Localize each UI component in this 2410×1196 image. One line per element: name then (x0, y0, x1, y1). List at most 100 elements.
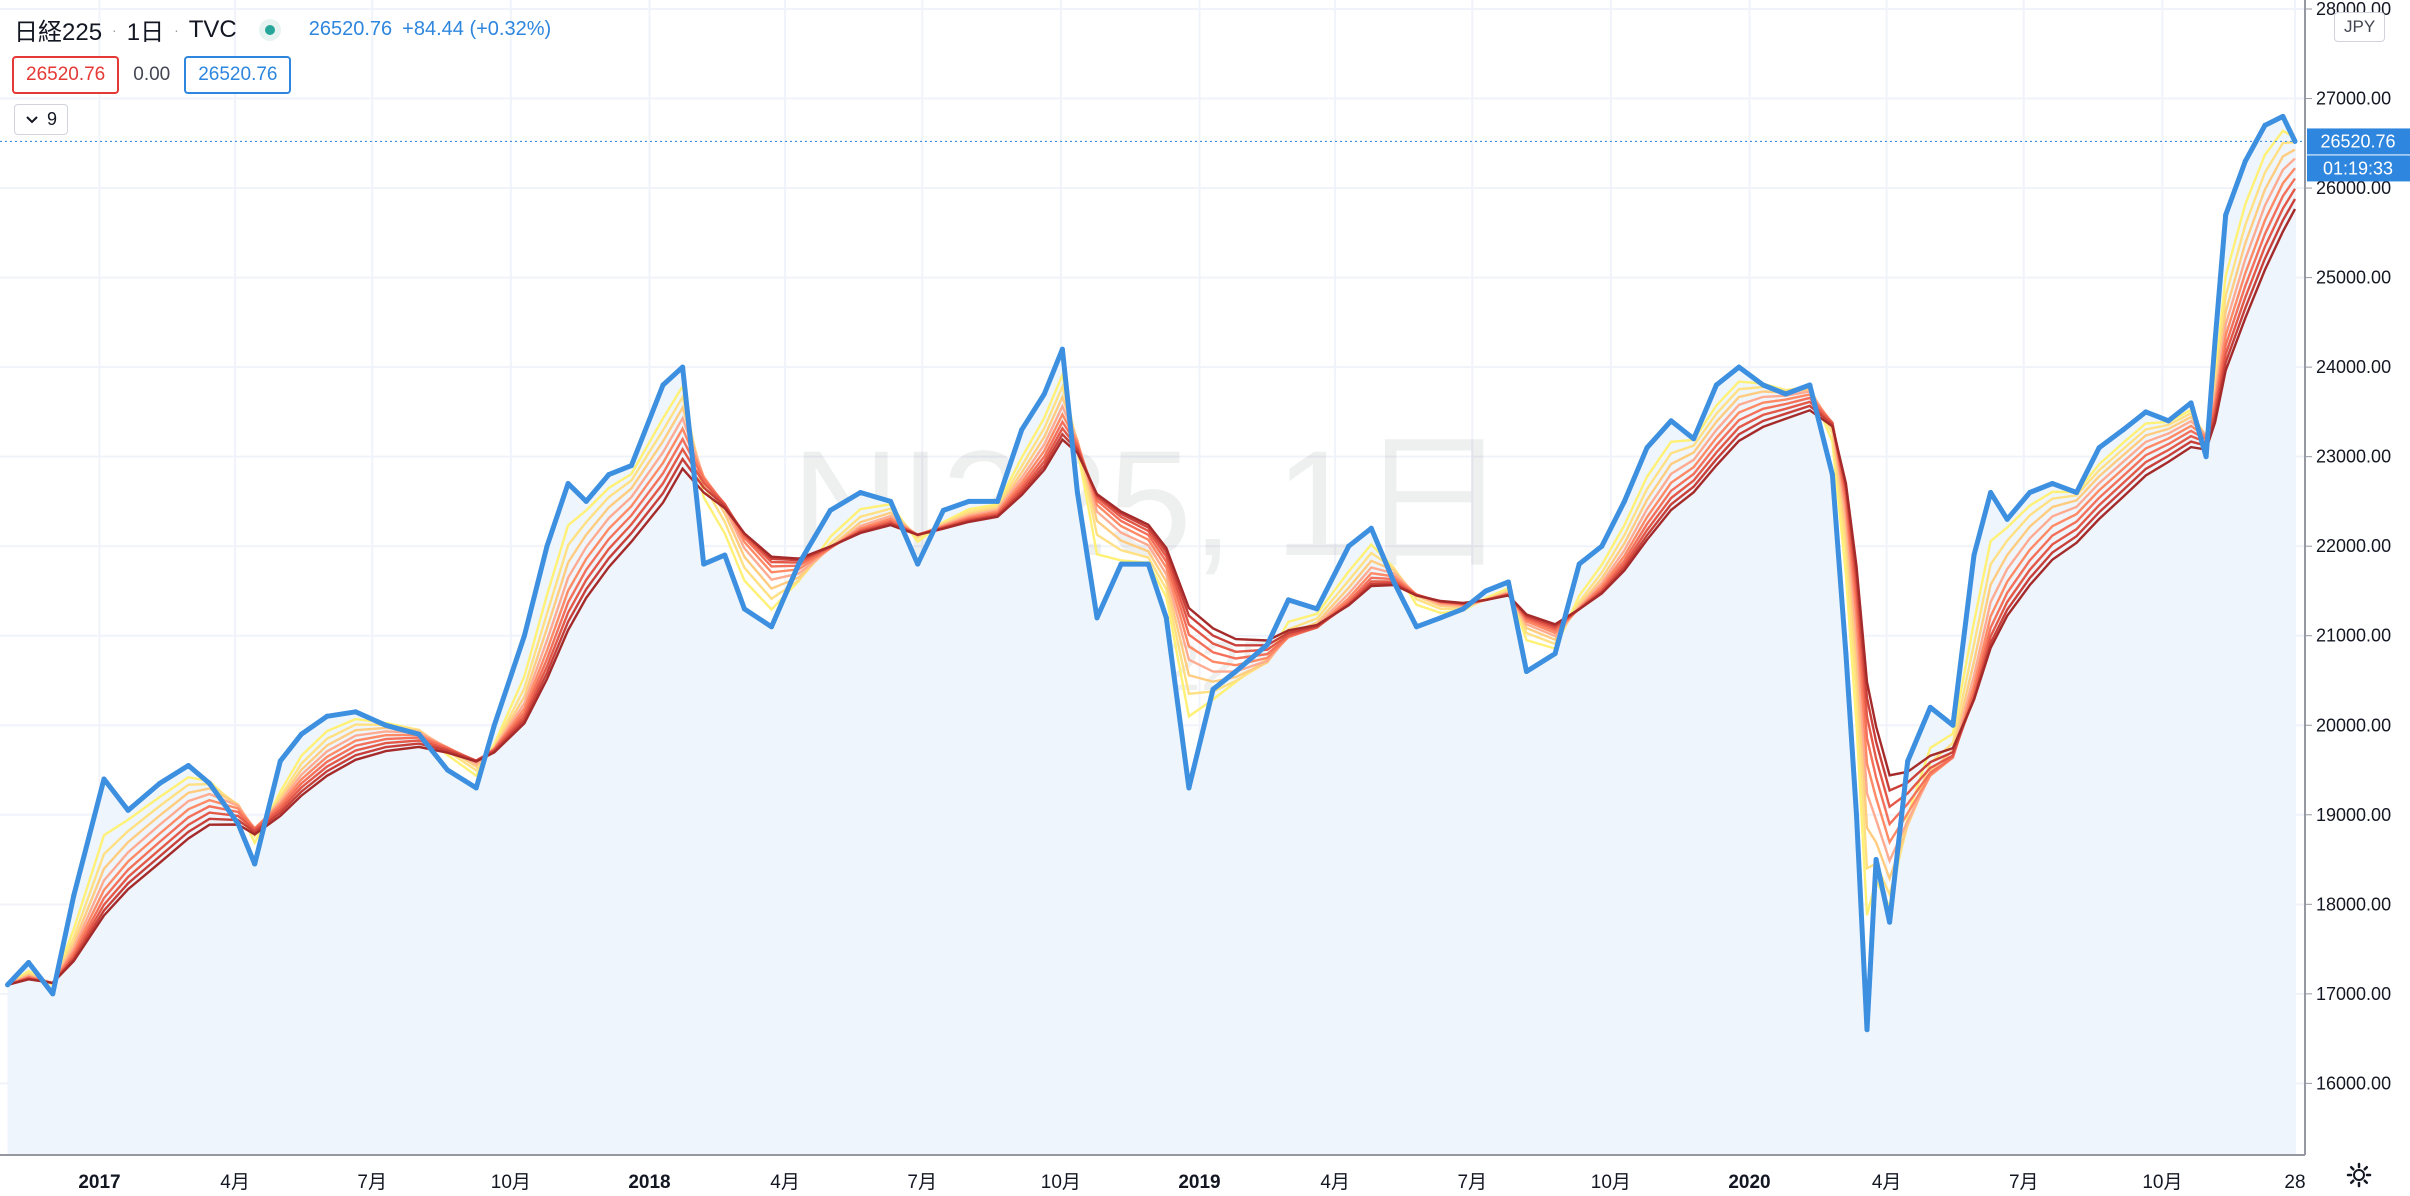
price-point (1505, 579, 1511, 585)
price-point (660, 382, 666, 388)
time-tick-label: 7月 (1457, 1172, 1487, 1193)
price-point (1118, 561, 1124, 567)
price-point (1460, 606, 1466, 612)
price-point (383, 722, 389, 728)
price-point (1264, 642, 1270, 648)
price-point (473, 785, 479, 791)
price-point (606, 472, 612, 478)
indicators-toggle-button[interactable]: 9 (14, 104, 69, 135)
price-axis[interactable]: 28000.0027000.0026000.0025000.0024000.00… (2305, 0, 2391, 1093)
price-point (1988, 489, 1994, 495)
buy-price-box[interactable]: 26520.76 (184, 56, 292, 94)
price-point (1853, 812, 1859, 818)
price-point (1094, 615, 1100, 621)
price-point (206, 780, 212, 786)
exchange-label: TVC (188, 15, 237, 43)
price-point (1829, 472, 1835, 478)
chevron-down-icon (26, 115, 38, 123)
time-tick-label: 7月 (907, 1172, 937, 1193)
price-point (2242, 158, 2248, 164)
price-point (1807, 382, 1813, 388)
time-tick-label: 2017 (78, 1172, 120, 1193)
price-point (1438, 615, 1444, 621)
price-point (185, 763, 191, 769)
price-point (1691, 436, 1697, 442)
price-point (915, 561, 921, 567)
price-point (2096, 445, 2102, 451)
price-point (1887, 919, 1893, 925)
price-point (1059, 346, 1065, 352)
spread-value: 0.00 (133, 64, 171, 85)
price-point (2262, 122, 2268, 128)
price-point (2120, 427, 2126, 433)
time-tick-label: 4月 (770, 1172, 800, 1193)
countdown-tag: 01:19:33 (2307, 155, 2410, 182)
time-tick-label: 2018 (628, 1172, 670, 1193)
sell-price-box[interactable]: 26520.76 (12, 56, 120, 94)
price-point (1864, 1027, 1870, 1033)
price-point (1971, 552, 1977, 558)
ema-ribbon (6, 129, 2297, 987)
time-tick-label: 28 (2284, 1172, 2305, 1193)
price-point (26, 960, 32, 966)
price-point (1413, 624, 1419, 630)
price-point (1599, 543, 1605, 549)
price-point (1873, 857, 1879, 863)
price-point (445, 767, 451, 773)
price-point (741, 606, 747, 612)
price-point (827, 507, 833, 513)
price-point (966, 498, 972, 504)
price-point (2223, 212, 2229, 218)
price-point (796, 561, 802, 567)
price-point (544, 543, 550, 549)
price-point (252, 861, 258, 867)
price-point (2027, 489, 2033, 495)
price-point (1523, 669, 1529, 675)
price-point (1368, 525, 1374, 531)
price-point (1210, 686, 1216, 692)
price-point (324, 713, 330, 719)
price-tick-label: 24000.00 (2316, 357, 2391, 377)
gear-icon[interactable] (2346, 1162, 2372, 1188)
price-tick-label: 22000.00 (2316, 536, 2391, 556)
price-point (1644, 445, 1650, 451)
price-point (416, 731, 422, 737)
price-point (680, 364, 686, 370)
price-point (1314, 606, 1320, 612)
price-point (277, 758, 283, 764)
price-point (1483, 588, 1489, 594)
separator-dot: · (174, 21, 179, 38)
price-tick-label: 17000.00 (2316, 984, 2391, 1004)
indicators-count: 9 (47, 109, 58, 129)
price-point (1285, 597, 1291, 603)
price-point (1552, 651, 1558, 657)
price-point (71, 892, 77, 898)
time-axis[interactable]: 2017 4月 7月 10月 2018 4月 7月 10月 2019 4月 7月 10月 2020 4月 7… (78, 1172, 2305, 1193)
price-point (722, 552, 728, 558)
price-point (1950, 722, 1956, 728)
last-price: 26520.76 (308, 18, 393, 40)
price-point (857, 489, 863, 495)
price-point (2165, 418, 2171, 424)
price-tick-label: 27000.00 (2316, 89, 2391, 109)
price-point (1927, 704, 1933, 710)
price-point (1576, 561, 1582, 567)
price-tick-label: 19000.00 (2316, 805, 2391, 825)
price-tick-label: 25000.00 (2316, 268, 2391, 288)
price-tick-label: 16000.00 (2316, 1073, 2391, 1093)
price-point (491, 722, 497, 728)
price-point (1783, 391, 1789, 397)
time-tick-label: 10月 (1041, 1172, 1081, 1193)
price-point (1346, 543, 1352, 549)
price-point (1233, 669, 1239, 675)
interval-label[interactable]: 1日 (126, 19, 165, 46)
currency-button[interactable]: JPY (2334, 12, 2386, 42)
symbol-name[interactable]: 日経225 (14, 19, 103, 46)
price-point (5, 982, 11, 988)
price-point (50, 991, 56, 997)
price-point (2212, 337, 2218, 343)
time-tick-label: 10月 (2142, 1172, 2182, 1193)
price-point (2143, 409, 2149, 415)
time-tick-label: 4月 (1872, 1172, 1902, 1193)
market-status-icon[interactable] (258, 18, 281, 41)
